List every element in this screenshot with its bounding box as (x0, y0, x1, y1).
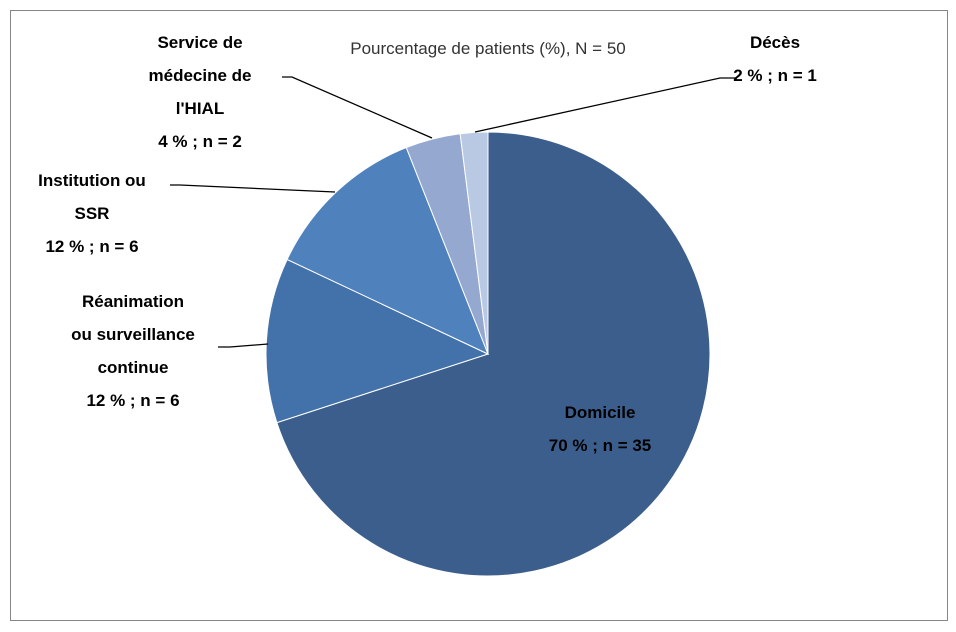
category-name: Service de médecine de l'HIAL (148, 33, 252, 118)
slices (265, 131, 711, 577)
data-label: Domicile 70 % ; n = 35 (549, 396, 652, 462)
leader-line (474, 77, 736, 133)
category-name: Domicile (564, 403, 636, 422)
value-label: 2 % ; n = 1 (733, 66, 817, 85)
data-label: Institution ou SSR 12 % ; n = 6 (38, 164, 146, 263)
leader-line (218, 343, 269, 348)
pie-slice (286, 146, 489, 355)
data-label: Service de médecine de l'HIAL 4 % ; n = 2 (149, 26, 252, 158)
data-label: Décès 2 % ; n = 1 (733, 26, 817, 92)
pie-slice (265, 258, 490, 424)
category-name: Réanimation ou surveillance continue (71, 292, 195, 377)
value-label: 70 % ; n = 35 (548, 436, 652, 455)
value-label: 12 % ; n = 6 (45, 237, 139, 256)
pie-slice (459, 131, 489, 355)
category-name: Institution ou SSR (38, 171, 146, 223)
leader-line (170, 184, 336, 193)
leader-line (282, 76, 433, 139)
value-label: 4 % ; n = 2 (158, 132, 242, 151)
leader-lines (170, 76, 736, 348)
data-label: Réanimation ou surveillance continue 12 %… (71, 285, 195, 417)
pie-slice (276, 131, 711, 577)
category-name: Décès (749, 33, 801, 52)
chart-title: Pourcentage de patients (%), N = 50 (350, 39, 626, 58)
value-label: 12 % ; n = 6 (86, 391, 180, 410)
